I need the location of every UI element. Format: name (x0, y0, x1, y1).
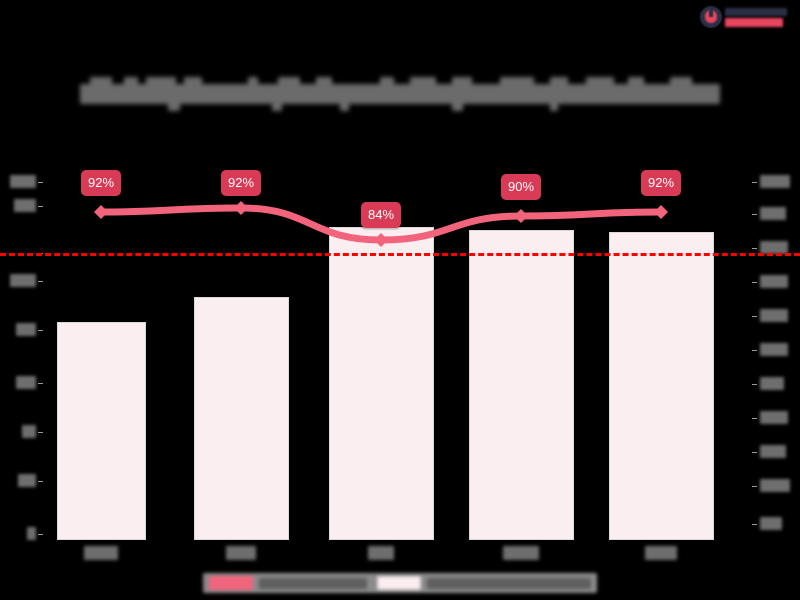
y-axis-left-label (14, 199, 36, 212)
y-axis-right-tick (752, 486, 757, 487)
logo-wordmark-line-1 (725, 7, 787, 16)
x-axis-label (226, 546, 256, 560)
bar[interactable] (193, 297, 289, 540)
bar[interactable] (468, 230, 574, 540)
data-label: 84% (360, 202, 402, 228)
logo-wordmark (725, 7, 792, 27)
y-axis-left-label (10, 274, 36, 287)
legend-line-series[interactable] (209, 576, 367, 590)
y-axis-left-tick (38, 534, 43, 535)
y-axis-left-label (18, 474, 36, 487)
legend-swatch (209, 576, 253, 590)
y-axis-left-label (22, 425, 36, 438)
x-axis-label (645, 546, 677, 560)
y-axis-left-tick (38, 481, 43, 482)
y-axis-right-tick (752, 248, 757, 249)
chart-title-container (0, 77, 800, 111)
y-axis-left-tick (38, 206, 43, 207)
brand-logo (700, 4, 792, 30)
y-axis-right (752, 0, 800, 600)
y-axis-left-label (16, 376, 36, 389)
x-axis-label (503, 546, 539, 560)
y-axis-right-label (760, 207, 786, 220)
y-axis-right-label (760, 175, 790, 188)
y-axis-right-label (760, 241, 788, 254)
line-marker[interactable] (654, 205, 668, 219)
legend-swatch (377, 576, 421, 590)
y-axis-left-tick (38, 182, 43, 183)
y-axis-right-tick (752, 182, 757, 183)
y-axis-right-label (760, 445, 786, 458)
line-marker[interactable] (234, 201, 248, 215)
y-axis-right-label (760, 517, 782, 530)
y-axis-left-tick (38, 383, 43, 384)
y-axis-right-label (760, 275, 788, 288)
line-markers (94, 201, 668, 247)
line-marker[interactable] (374, 233, 388, 247)
data-label: 92% (220, 170, 262, 196)
line-marker[interactable] (514, 209, 528, 223)
data-label: 92% (80, 170, 122, 196)
logo-mark-icon (700, 6, 722, 28)
y-axis-left-tick (38, 281, 43, 282)
data-label: 90% (500, 174, 542, 200)
y-axis-right-tick (752, 350, 757, 351)
y-axis-right-tick (752, 214, 757, 215)
y-axis-right-label (760, 343, 788, 356)
reference-line (0, 253, 800, 256)
y-axis-right-tick (752, 524, 757, 525)
y-axis-right-tick (752, 418, 757, 419)
plot-area: 92% 92% 84% 90% 92% (0, 160, 800, 540)
y-axis-right-tick (752, 282, 757, 283)
y-axis-right-tick (752, 384, 757, 385)
y-axis-right-label (760, 479, 790, 492)
bar[interactable] (56, 322, 146, 540)
chart-title (80, 77, 720, 111)
y-axis-right-tick (752, 452, 757, 453)
y-axis-left-label (16, 323, 36, 336)
y-axis-right-label (760, 309, 788, 322)
data-label: 92% (640, 170, 682, 196)
y-axis-left-tick (38, 330, 43, 331)
x-axis-label (84, 546, 118, 560)
chart-legend (0, 572, 800, 594)
legend-label (259, 577, 367, 589)
x-axis-label (368, 546, 394, 560)
legend-items (203, 573, 597, 593)
legend-bar-series[interactable] (377, 576, 591, 590)
y-axis-left-tick (38, 432, 43, 433)
y-axis-right-tick (752, 316, 757, 317)
y-axis-right-label (760, 377, 784, 390)
y-axis-left (0, 0, 46, 600)
bar[interactable] (608, 232, 714, 540)
legend-label (427, 577, 591, 589)
logo-wordmark-line-2 (725, 17, 783, 27)
y-axis-right-label (760, 411, 788, 424)
y-axis-left-label (27, 527, 36, 540)
y-axis-left-label (10, 175, 36, 188)
line-marker[interactable] (94, 205, 108, 219)
